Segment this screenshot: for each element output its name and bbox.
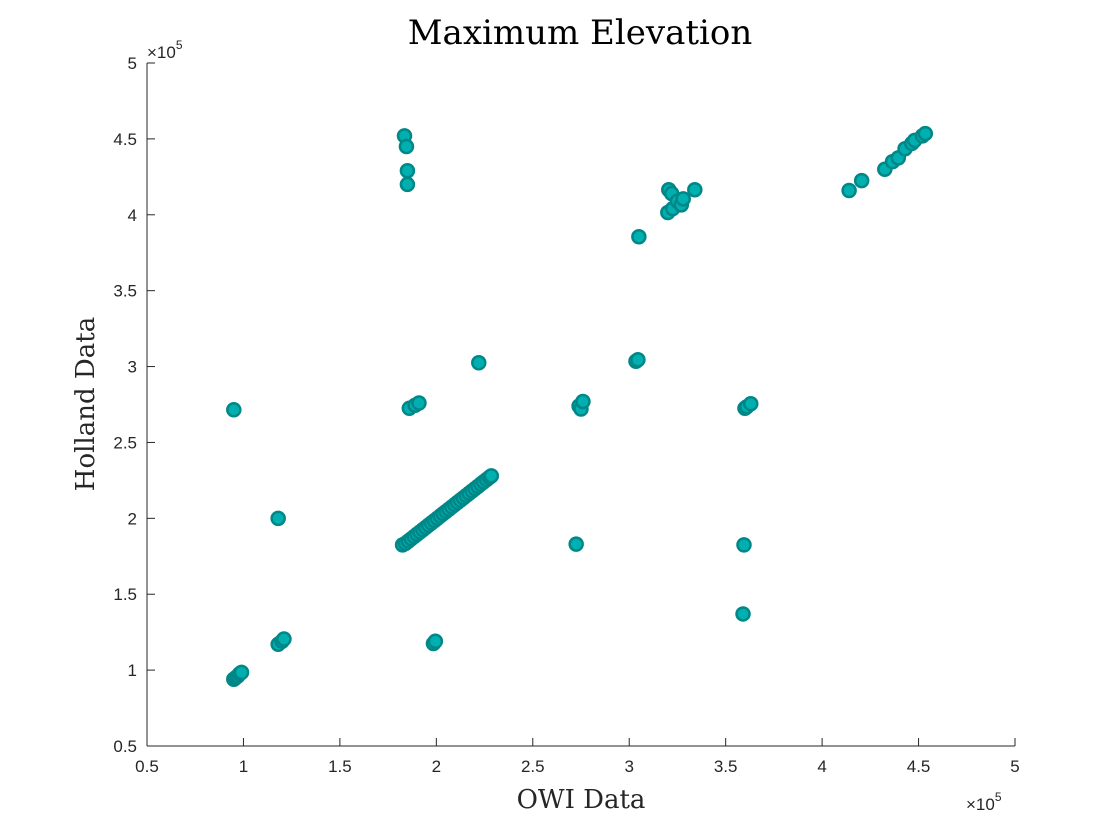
- x-tick-label: 4: [817, 757, 826, 776]
- data-point: [233, 664, 250, 681]
- data-point: [736, 537, 752, 553]
- x-tick-label: 2.5: [521, 757, 545, 776]
- data-point: [735, 606, 751, 622]
- chart-title: Maximum Elevation: [408, 13, 753, 53]
- data-point: [853, 172, 870, 189]
- y-tick-label: 4: [128, 206, 137, 225]
- x-tick-label: 0.5: [135, 757, 159, 776]
- data-point: [398, 138, 415, 155]
- y-tick-label: 3.5: [113, 282, 137, 301]
- svg-text:×105: ×105: [966, 790, 1002, 814]
- data-point: [411, 395, 427, 411]
- data-point: [568, 536, 584, 552]
- data-point: [575, 393, 591, 410]
- data-point: [742, 395, 759, 412]
- y-tick-label: 1.5: [113, 585, 137, 604]
- data-point: [427, 633, 444, 650]
- x-tick-label: 1.5: [328, 757, 352, 776]
- x-axis-label: OWI Data: [517, 785, 646, 815]
- data-point: [841, 182, 857, 199]
- data-point: [471, 355, 487, 371]
- data-point: [483, 468, 500, 484]
- y-tick-label: 2: [128, 509, 137, 528]
- data-points: [226, 125, 934, 687]
- y-exponent-power: 5: [176, 38, 183, 52]
- x-tick-label: 1: [239, 757, 248, 776]
- y-axis-label: Holland Data: [71, 317, 101, 491]
- x-axis-exponent: ×105: [966, 790, 1002, 814]
- y-tick-label: 2.5: [113, 433, 137, 452]
- y-tick-label: 0.5: [113, 737, 137, 756]
- y-tick-label: 3: [128, 358, 137, 377]
- data-point: [226, 402, 242, 418]
- x-tick-label: 5: [1010, 757, 1019, 776]
- data-point: [399, 176, 416, 193]
- plot-axes: 0.5 1 1.5 2 2.5 3 3.5 4 4.5 5 0.5 1 1.5 2 2.5 3 3.5 4 4.5 5: [113, 54, 1019, 776]
- x-tick-label: 3: [624, 757, 633, 776]
- data-point: [917, 125, 934, 142]
- y-tick-label: 5: [128, 54, 137, 73]
- y-tick-label: 1: [128, 661, 137, 680]
- x-exponent-base: ×10: [966, 795, 995, 814]
- svg-text:×105: ×105: [147, 38, 183, 62]
- data-point: [270, 510, 286, 527]
- x-tick-label: 2: [432, 757, 441, 776]
- y-tick-label: 4.5: [113, 130, 137, 149]
- x-tick-label: 3.5: [714, 757, 738, 776]
- data-point: [675, 191, 691, 207]
- data-point: [687, 181, 703, 198]
- data-point: [630, 351, 646, 368]
- x-exponent-power: 5: [995, 790, 1002, 804]
- data-point: [399, 163, 416, 179]
- x-tick-label: 4.5: [907, 757, 931, 776]
- y-axis-exponent: ×105: [147, 38, 183, 62]
- data-point: [631, 229, 647, 245]
- data-point: [276, 631, 292, 647]
- y-exponent-base: ×10: [147, 43, 176, 62]
